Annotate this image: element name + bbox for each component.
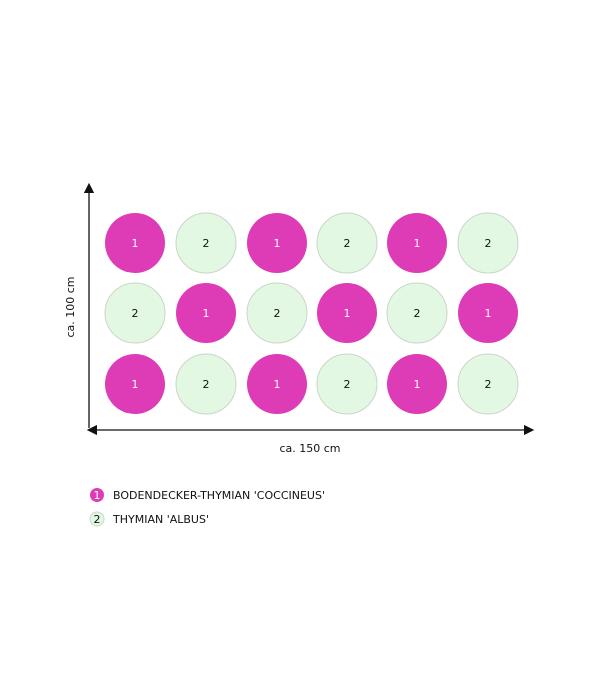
plant-number: 2 xyxy=(94,513,101,526)
plant-number: 2 xyxy=(485,378,492,391)
plant-number: 2 xyxy=(274,307,281,320)
plant-number: 1 xyxy=(344,307,351,320)
plant-circle xyxy=(175,353,237,415)
plant-number: 1 xyxy=(94,489,101,502)
plant-3-6: 2 xyxy=(457,353,519,415)
plant-circle xyxy=(247,213,307,273)
plant-circle xyxy=(317,283,377,343)
plant-circle xyxy=(246,282,308,344)
plant-circle xyxy=(90,488,104,502)
legend-swatch: 1 xyxy=(90,488,104,502)
plant-number: 1 xyxy=(132,237,139,250)
plant-number: 2 xyxy=(203,237,210,250)
plant-circle xyxy=(105,354,165,414)
legend: 1 BODENDECKER-THYMIAN 'COCCINEUS' 2 THYMIAN… xyxy=(89,488,325,527)
plant-1-3: 1 xyxy=(247,213,307,273)
vertical-axis-label: ca. 100 cm xyxy=(64,276,77,337)
plant-circle xyxy=(175,212,237,274)
plant-number: 1 xyxy=(414,237,421,250)
plant-number: 2 xyxy=(414,307,421,320)
legend-label: BODENDECKER-THYMIAN 'COCCINEUS' xyxy=(113,489,325,502)
plant-number: 1 xyxy=(203,307,210,320)
plant-circle xyxy=(457,212,519,274)
plant-circle xyxy=(104,282,166,344)
horizontal-axis-label: ca. 150 cm xyxy=(279,442,340,455)
plant-2-6: 1 xyxy=(458,283,518,343)
plant-circle xyxy=(316,212,378,274)
plant-number: 1 xyxy=(485,307,492,320)
legend-swatch: 2 xyxy=(89,511,105,527)
plant-number: 2 xyxy=(344,237,351,250)
plant-1-5: 1 xyxy=(387,213,447,273)
legend-label: THYMIAN 'ALBUS' xyxy=(112,513,209,526)
plant-3-4: 2 xyxy=(316,353,378,415)
plant-circle xyxy=(247,354,307,414)
plant-2-1: 2 xyxy=(104,282,166,344)
plant-circle xyxy=(387,354,447,414)
plant-circle xyxy=(387,213,447,273)
plant-circle xyxy=(458,283,518,343)
plant-circle xyxy=(316,353,378,415)
plant-2-4: 1 xyxy=(317,283,377,343)
plant-number: 1 xyxy=(274,237,281,250)
plant-1-4: 2 xyxy=(316,212,378,274)
plant-number: 1 xyxy=(132,378,139,391)
plant-circle xyxy=(176,283,236,343)
plant-number: 1 xyxy=(414,378,421,391)
plant-3-3: 1 xyxy=(247,354,307,414)
plant-1-1: 1 xyxy=(105,213,165,273)
plant-number: 2 xyxy=(203,378,210,391)
plant-3-5: 1 xyxy=(387,354,447,414)
plant-circle xyxy=(386,282,448,344)
plant-grid: 1 2 1 2 1 2 2 1 2 1 2 1 1 2 1 2 1 2 xyxy=(104,212,519,415)
plant-circle xyxy=(105,213,165,273)
plant-2-2: 1 xyxy=(176,283,236,343)
plant-number: 1 xyxy=(274,378,281,391)
plant-number: 2 xyxy=(485,237,492,250)
plant-2-5: 2 xyxy=(386,282,448,344)
plant-1-6: 2 xyxy=(457,212,519,274)
plant-3-1: 1 xyxy=(105,354,165,414)
plant-number: 2 xyxy=(132,307,139,320)
plant-1-2: 2 xyxy=(175,212,237,274)
legend-item: 2 THYMIAN 'ALBUS' xyxy=(89,511,209,527)
plant-number: 2 xyxy=(344,378,351,391)
plant-circle xyxy=(457,353,519,415)
plant-3-2: 2 xyxy=(175,353,237,415)
plant-2-3: 2 xyxy=(246,282,308,344)
legend-item: 1 BODENDECKER-THYMIAN 'COCCINEUS' xyxy=(90,488,325,502)
plant-circle xyxy=(89,511,105,527)
